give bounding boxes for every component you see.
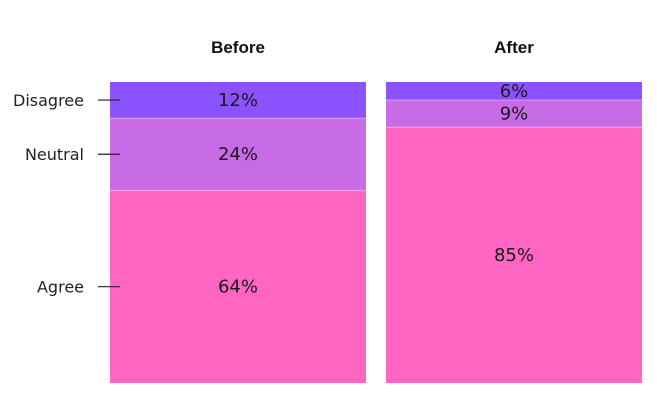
data-label-agree-after: 85% (494, 245, 534, 266)
legend-label-neutral: Neutral (25, 145, 84, 164)
bar-segment-neutral-after (386, 100, 642, 128)
legend-label-agree: Agree (37, 278, 84, 297)
data-label-agree-before: 64% (218, 277, 258, 298)
column-title-after: After (494, 38, 534, 57)
bar-segment-neutral-before (110, 118, 366, 191)
data-label-neutral-before: 24% (218, 144, 258, 165)
legend-label-disagree: Disagree (13, 91, 84, 110)
bar-segment-agree-before (110, 190, 366, 383)
bar-segment-agree-after (386, 127, 642, 384)
bars-group: 12% 24% 64% 6%9% 85% (110, 81, 642, 384)
column-titles: Before After (211, 38, 534, 57)
bar-segment-disagree-before (110, 82, 366, 119)
data-label-neutral-after: 9% (500, 104, 529, 125)
data-label-disagree-before: 12% (218, 90, 258, 111)
column-title-before: Before (211, 38, 265, 57)
data-label-disagree-after: 6% (500, 81, 529, 102)
category-labels: Disagree Neutral Agree (13, 91, 120, 297)
bar-segment-disagree-after (386, 82, 642, 101)
